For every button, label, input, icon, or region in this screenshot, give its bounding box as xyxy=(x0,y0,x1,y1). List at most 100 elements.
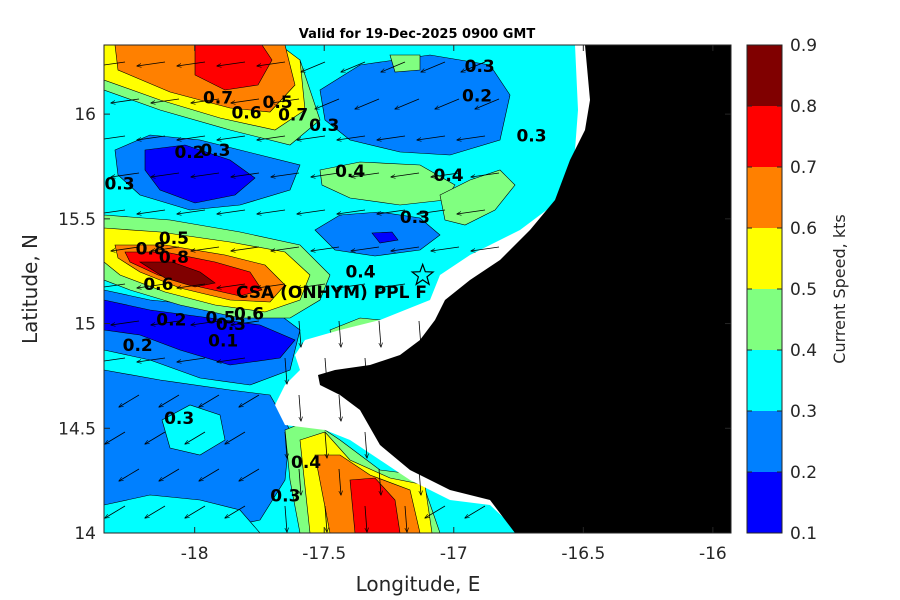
current-vector-arrow xyxy=(351,246,380,251)
current-vector-arrow xyxy=(351,172,380,177)
current-vector-arrow xyxy=(285,505,287,532)
x-tick-label: -17 xyxy=(440,544,468,564)
colorbar-swatch xyxy=(747,106,782,167)
y-tick-label: 14 xyxy=(74,524,96,544)
contour-label: 0.3 xyxy=(104,175,134,195)
current-vector-arrow xyxy=(185,431,206,444)
current-vector-arrow xyxy=(217,209,246,214)
contour-label: 0.2 xyxy=(462,87,492,107)
contour-label: 0.4 xyxy=(345,262,375,282)
colorbar-swatch xyxy=(747,167,782,228)
band-0.8-0.9-southwest-jet xyxy=(138,261,216,288)
current-vector-arrow xyxy=(199,468,220,481)
current-vector-arrow xyxy=(299,320,301,347)
current-vector-arrow xyxy=(151,172,180,177)
colorbar-swatch xyxy=(747,45,782,106)
current-vector-arrow xyxy=(257,135,286,140)
contour-label: 0.3 xyxy=(309,116,339,136)
band-0.3-0.4-south-patch-2 xyxy=(104,494,261,533)
speed-bands xyxy=(104,45,516,533)
current-vector-arrow xyxy=(325,357,327,384)
current-vector-arrow xyxy=(457,209,486,214)
current-vector-arrow xyxy=(104,209,126,214)
band-0.7-0.8-north xyxy=(194,45,273,91)
current-vector-arrow xyxy=(177,283,206,288)
contour-label: 0.3 xyxy=(465,57,495,77)
colorbar-tick-label: 0.2 xyxy=(790,463,817,483)
current-vector-arrow xyxy=(104,61,126,66)
band-0.7-0.8-south xyxy=(349,477,401,533)
current-vector-arrow xyxy=(257,209,286,214)
current-vector-arrow xyxy=(297,209,326,214)
site-label: CSA (ONHYM) PPL F xyxy=(236,283,427,303)
current-vector-arrow xyxy=(417,209,446,214)
current-vector-arrow xyxy=(191,246,220,251)
current-vector-arrow xyxy=(137,61,166,66)
current-vector-arrow xyxy=(257,283,286,288)
current-vector-arrow xyxy=(457,135,486,140)
band-0.1-0.2-mid-west xyxy=(144,144,256,204)
colorbar-tick-label: 0.9 xyxy=(790,36,817,56)
y-axis-label: Latitude, N xyxy=(18,234,42,344)
contour-label: 0.3 xyxy=(270,487,300,507)
current-vector-arrow xyxy=(419,320,421,347)
current-vector-arrow xyxy=(145,431,166,444)
colorbar-swatch xyxy=(747,289,782,350)
contour-labels: 0.30.20.30.40.70.60.50.70.30.20.30.40.30… xyxy=(104,57,546,506)
chart-title: Valid for 19-Dec-2025 0900 GMT xyxy=(299,27,536,42)
current-vector-arrow xyxy=(111,320,140,325)
current-vector-arrow xyxy=(365,357,367,384)
current-vector-arrow xyxy=(475,98,500,109)
current-vector-arrow xyxy=(431,246,460,251)
contour-label: 0.5 xyxy=(159,229,189,249)
current-vector-arrow xyxy=(177,357,206,362)
current-vector-arrow xyxy=(355,98,380,109)
current-vector-arrow xyxy=(199,394,220,407)
y-tick-label: 14.5 xyxy=(58,419,96,439)
plot-area: 0.30.20.30.40.70.60.50.70.30.20.30.40.30… xyxy=(104,45,731,533)
current-vector-arrow xyxy=(405,431,407,458)
current-vector-arrow xyxy=(239,468,260,481)
contour-label: 0.3 xyxy=(516,126,546,146)
current-vector-arrow xyxy=(177,135,206,140)
contour-label: 0.6 xyxy=(143,275,173,295)
colorbar-tick-label: 0.7 xyxy=(790,158,817,178)
contour-label: 0.7 xyxy=(278,105,308,125)
star-icon xyxy=(410,262,435,286)
current-vector-arrow xyxy=(104,135,126,140)
current-vector-arrow xyxy=(177,209,206,214)
current-vector-arrow xyxy=(299,394,301,421)
current-vector-arrow xyxy=(137,357,166,362)
current-vector-arrow xyxy=(417,135,446,140)
current-vector-arrow xyxy=(111,172,140,177)
current-vector-arrow xyxy=(435,98,460,109)
contour-label: 0.3 xyxy=(400,208,430,228)
current-vector-arrow xyxy=(505,505,526,518)
site-marker: CSA (ONHYM) PPL F xyxy=(236,262,435,303)
contour-label: 0.2 xyxy=(156,311,186,331)
current-vector-arrow xyxy=(365,431,367,458)
current-vector-arrow xyxy=(337,135,366,140)
contour-label: 0.3 xyxy=(164,409,194,429)
current-vector-arrow xyxy=(325,431,327,458)
current-vector-arrow xyxy=(315,98,340,109)
current-vector-arrow xyxy=(381,61,406,72)
band-0.1-0.2-center xyxy=(371,231,399,244)
y-tick-label: 16 xyxy=(74,105,96,125)
current-vector-arrow xyxy=(217,135,246,140)
current-vector-arrow xyxy=(145,505,166,518)
current-vector-arrow xyxy=(151,98,180,103)
current-vector-arrow xyxy=(391,246,420,251)
current-vector-arrow xyxy=(299,468,301,495)
current-vector-arrow xyxy=(137,283,166,288)
current-vector-arrow xyxy=(217,283,246,288)
current-vector-arrow xyxy=(339,468,341,495)
y-tick-label: 15 xyxy=(74,315,96,335)
current-vector-arrow xyxy=(285,431,287,458)
current-vector-arrow xyxy=(119,468,140,481)
contour-label: 0.8 xyxy=(136,239,166,259)
y-tick-label: 15.5 xyxy=(58,210,96,230)
current-vector-arrow xyxy=(104,283,126,288)
band-0.1-0.2-west xyxy=(104,299,296,366)
current-vector-arrow xyxy=(217,357,246,362)
